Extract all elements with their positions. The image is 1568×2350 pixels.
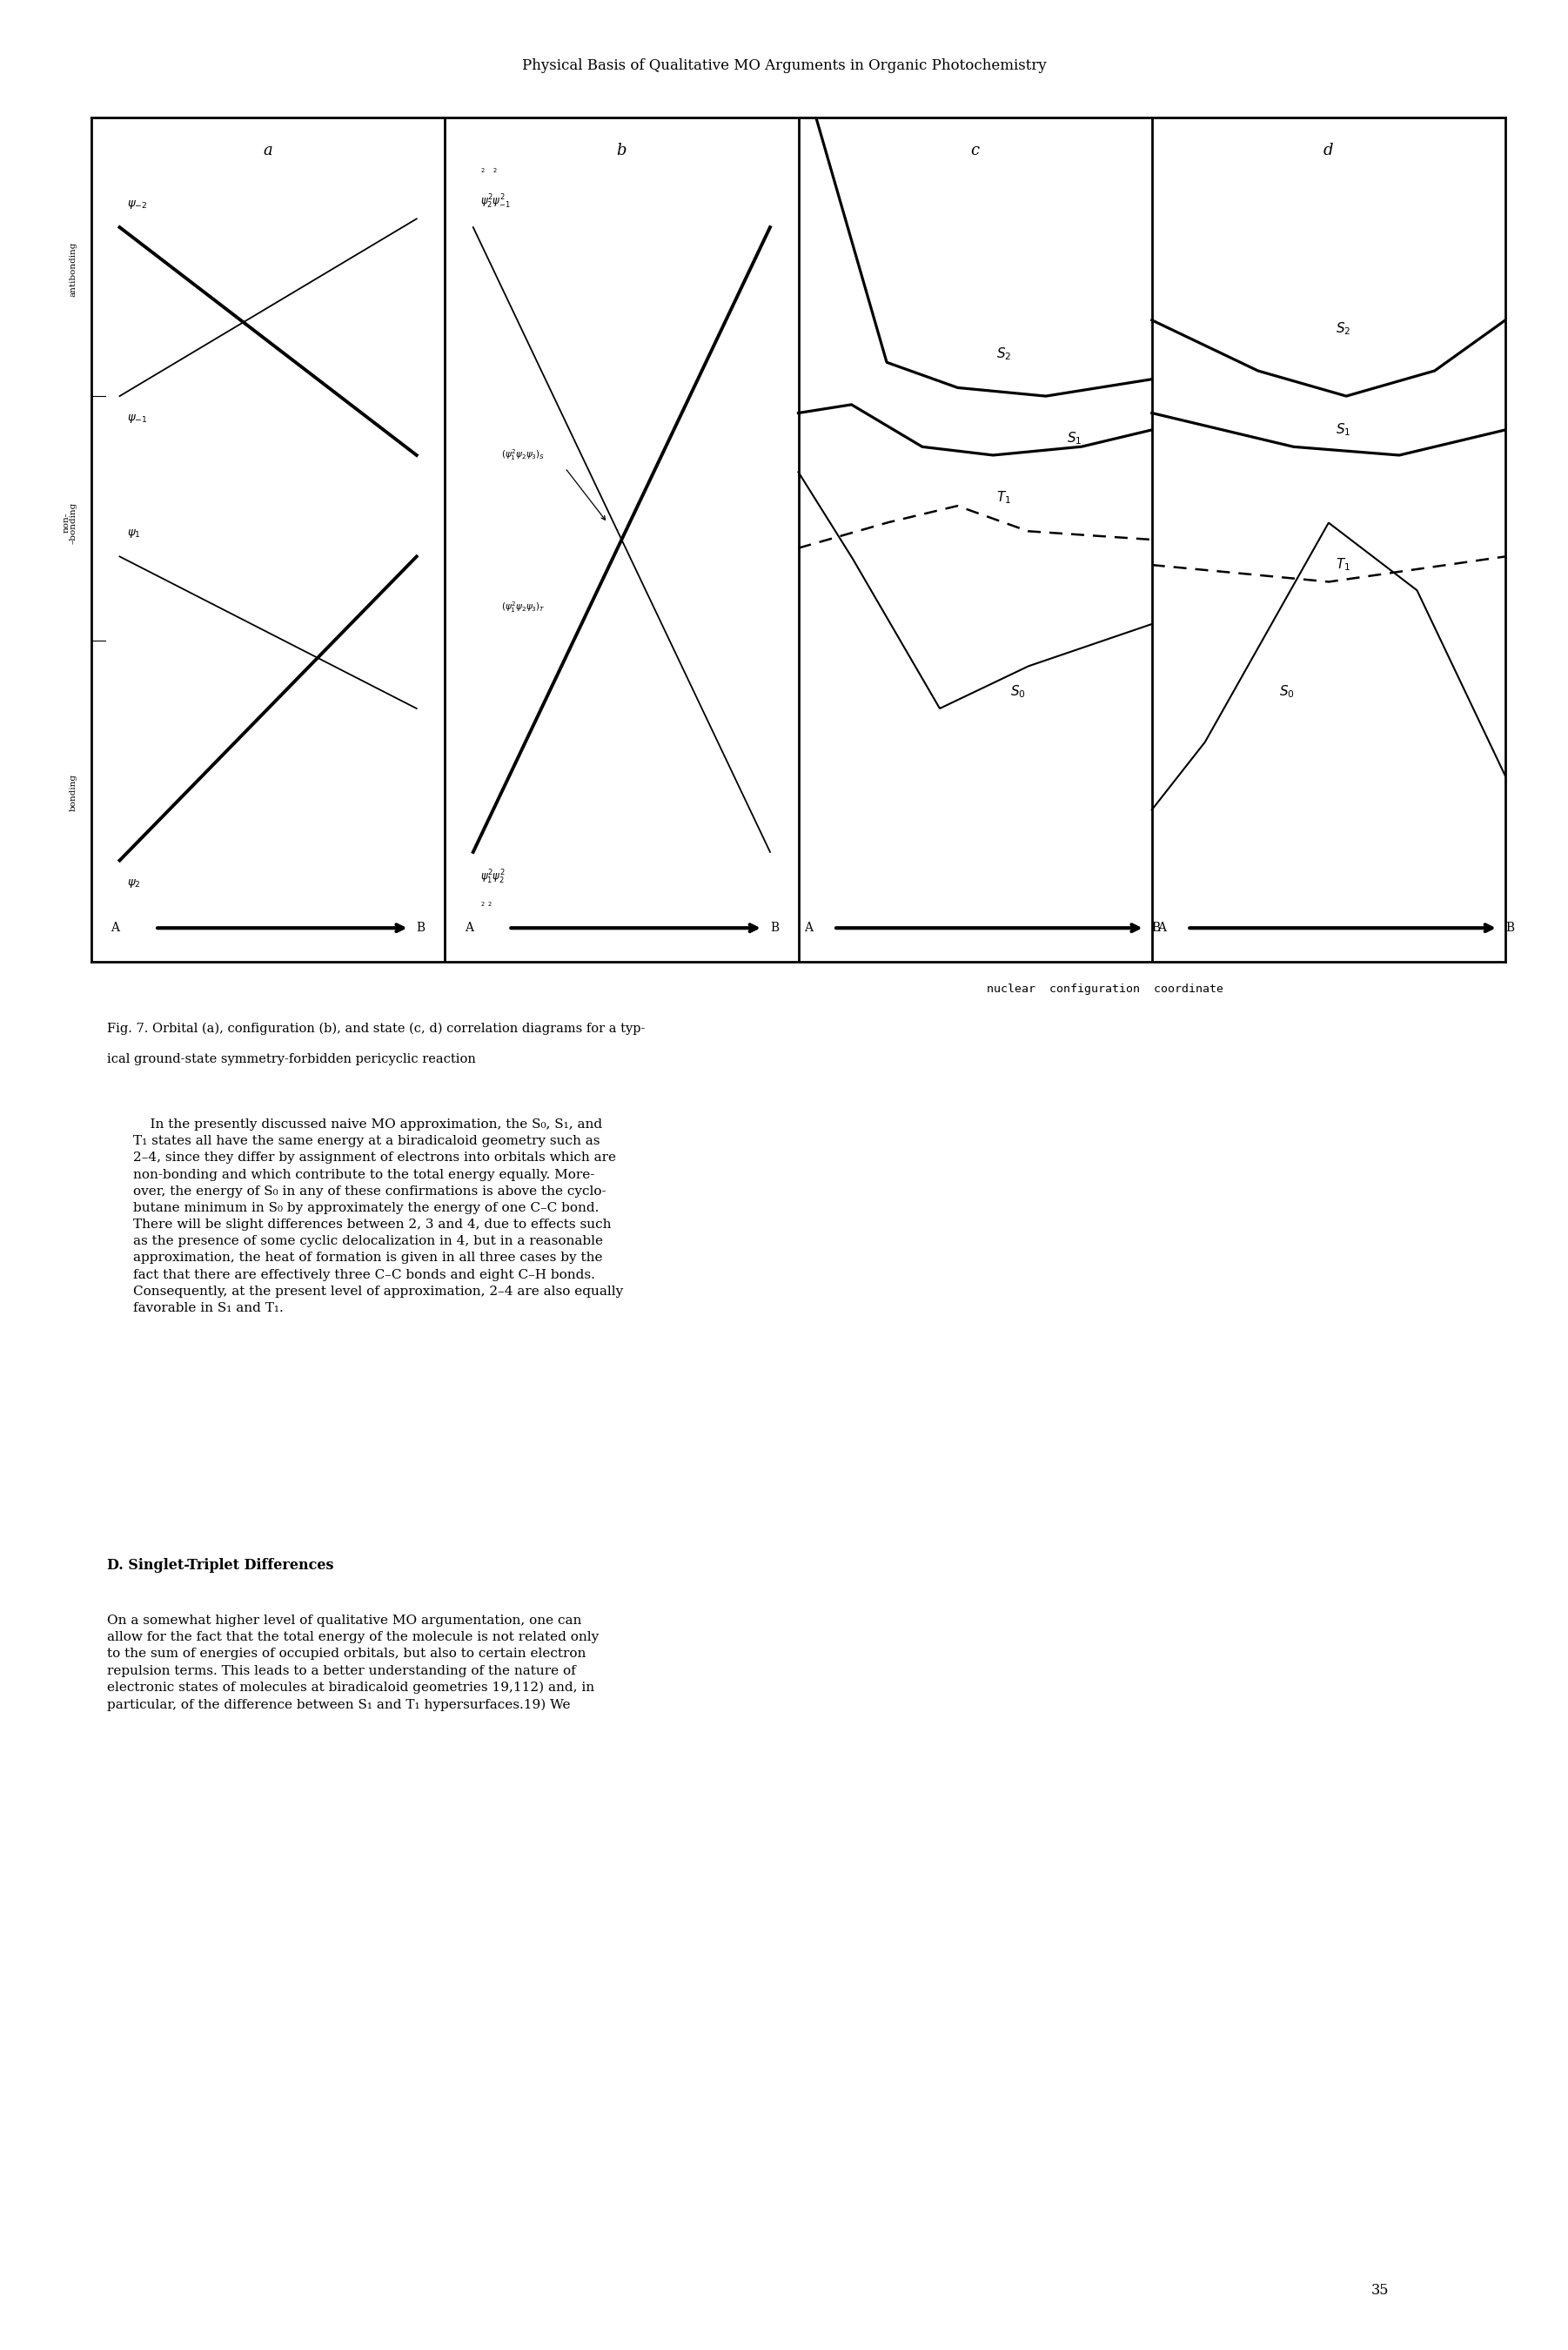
Text: Physical Basis of Qualitative MO Arguments in Organic Photochemistry: Physical Basis of Qualitative MO Argumen… [522, 59, 1046, 73]
Text: antibonding: antibonding [69, 242, 77, 296]
Text: B: B [770, 921, 779, 933]
Text: $T_1$: $T_1$ [996, 489, 1011, 505]
Text: b: b [616, 143, 627, 157]
Text: $(\psi_1^2\psi_2\psi_3)_T$: $(\psi_1^2\psi_2\psi_3)_T$ [502, 599, 546, 613]
Text: ical ground-state symmetry-forbidden pericyclic reaction: ical ground-state symmetry-forbidden per… [107, 1053, 475, 1065]
Text: $S_2$: $S_2$ [1336, 320, 1350, 336]
Text: c: c [971, 143, 980, 157]
Text: On a somewhat higher level of qualitative MO argumentation, one can
allow for th: On a somewhat higher level of qualitativ… [107, 1614, 599, 1711]
Text: $\psi_1^2\psi_2^2$: $\psi_1^2\psi_2^2$ [480, 870, 505, 886]
Text: In the presently discussed naive MO approximation, the S₀, S₁, and
T₁ states all: In the presently discussed naive MO appr… [133, 1119, 624, 1314]
Text: $(\psi_1^2\psi_2\psi_3)_S$: $(\psi_1^2\psi_2\psi_3)_S$ [502, 449, 546, 463]
Text: a: a [263, 143, 273, 157]
Text: $T_1$: $T_1$ [1336, 557, 1350, 573]
Text: $\psi_1$: $\psi_1$ [127, 526, 141, 541]
Text: A: A [804, 921, 812, 933]
Text: $S_0$: $S_0$ [1279, 684, 1295, 700]
Text: B: B [1505, 921, 1515, 933]
Text: A: A [464, 921, 474, 933]
Text: B: B [417, 921, 425, 933]
Text: $S_0$: $S_0$ [1010, 684, 1025, 700]
Text: B: B [1152, 921, 1160, 933]
Text: nuclear  configuration  coordinate: nuclear configuration coordinate [986, 985, 1223, 994]
Text: 35: 35 [1370, 2282, 1389, 2298]
Text: A: A [1157, 921, 1167, 933]
Text: d: d [1323, 143, 1334, 157]
Text: $^2\ \ \ ^2$: $^2\ \ \ ^2$ [480, 169, 497, 176]
Text: D. Singlet-Triplet Differences: D. Singlet-Triplet Differences [107, 1558, 334, 1572]
Text: non-
–bonding: non- –bonding [63, 503, 77, 543]
Text: bonding: bonding [69, 773, 77, 811]
Text: $S_1$: $S_1$ [1336, 421, 1350, 437]
Text: $\psi_2$: $\psi_2$ [127, 877, 140, 891]
Text: $S_2$: $S_2$ [996, 345, 1011, 362]
Text: Fig. 7. Orbital (a), configuration (b), and state (c, d) correlation diagrams fo: Fig. 7. Orbital (a), configuration (b), … [107, 1022, 644, 1036]
Text: $\psi_{-1}$: $\psi_{-1}$ [127, 414, 147, 425]
Text: $\psi_2^2\psi_{-1}^2$: $\psi_2^2\psi_{-1}^2$ [480, 193, 511, 212]
Text: $\psi_{-2}$: $\psi_{-2}$ [127, 197, 147, 212]
Text: $^2\ ^2$: $^2\ ^2$ [480, 902, 492, 909]
Text: $S_1$: $S_1$ [1066, 430, 1082, 446]
Text: A: A [111, 921, 119, 933]
